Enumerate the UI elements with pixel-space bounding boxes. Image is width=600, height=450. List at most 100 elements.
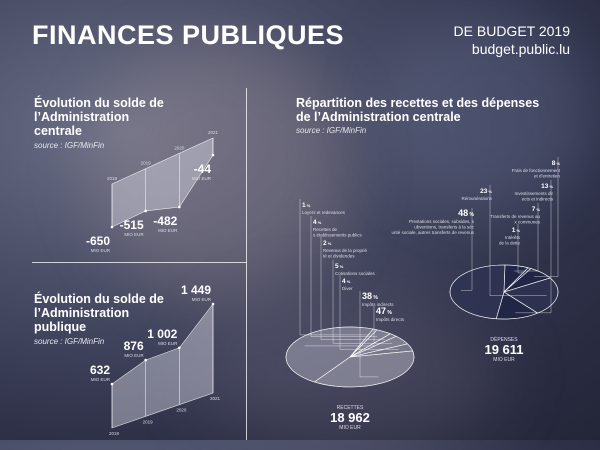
slice-label: ects et indirects [522, 197, 554, 202]
slice-value: 47 % [376, 306, 392, 316]
background-blur [90, 40, 350, 300]
slice-label: et d’entretien [534, 174, 561, 179]
background-blur [200, 300, 500, 450]
slice-label: té et dividendes [323, 254, 355, 259]
section2-source: source : IGF/MinFin [34, 337, 105, 346]
slice-value: 1 % [512, 227, 521, 234]
unit-label: MIO EUR [124, 232, 144, 237]
slice-label: Loyers et redevances [302, 210, 346, 215]
slice-value: 2 % [323, 240, 332, 247]
pie-unit: MIO EUR [339, 425, 361, 431]
slice-label: Impôts directs [376, 317, 405, 322]
data-point [110, 382, 114, 386]
unit-label: MIO EUR [91, 248, 111, 253]
slice-value: 5 % [335, 263, 344, 270]
slice-label: ubventions, transferts à la séc [414, 225, 475, 230]
pie-title: RECETTES [337, 405, 364, 411]
edition-info: DE BUDGET 2019 budget.public.lu [454, 22, 570, 58]
slice-value: 4 % [342, 278, 351, 285]
unit-label: MIO EUR [158, 341, 178, 346]
slice-value: 8 % [552, 160, 561, 167]
data-point [144, 209, 147, 213]
pie-slice [503, 267, 532, 293]
slice-label: de la dette [499, 241, 521, 246]
slice-value: 48 % [458, 208, 474, 218]
leader-line [489, 185, 547, 297]
slice-label: Revenus de la proprié [323, 248, 368, 253]
section2-title: Évolution du solde de l’Administration p… [34, 292, 164, 334]
data-label: -482 [153, 214, 177, 228]
year-label: 2021 [208, 130, 219, 135]
slice-value: 13 % [541, 183, 553, 190]
unit-label: MIO EUR [192, 176, 212, 181]
data-label: 1 002 [147, 327, 177, 341]
slice-label: Investissements dir [514, 191, 553, 196]
page-title: FINANCES PUBLIQUES [32, 20, 345, 50]
slice-label: Diver [342, 286, 353, 291]
leader-line [332, 260, 392, 344]
slice-value: 4 % [313, 219, 322, 226]
data-point [110, 225, 114, 229]
slice-label: Frais de fonctionnement [512, 168, 561, 173]
section3-source: source : IGF/MinFin [296, 126, 367, 135]
slice-value: 1 % [302, 202, 311, 209]
slice-label: x communes [514, 220, 540, 225]
slice-label: Impôts indirects [362, 302, 394, 307]
edition-label: DE BUDGET 2019 [453, 23, 570, 39]
leader-line [310, 216, 378, 337]
slice-value: 7 % [532, 206, 541, 213]
slice-label: Intérêts [505, 235, 521, 240]
data-label: -650 [86, 234, 110, 248]
unit-label: MIO EUR [91, 377, 111, 382]
year-label: 2018 [109, 431, 120, 436]
year-label: 2020 [174, 145, 185, 150]
data-label: 876 [124, 339, 144, 353]
year-label: 2021 [210, 396, 221, 401]
divider-vertical [246, 88, 247, 440]
leader-line [320, 237, 385, 340]
pie-total: 19 611 [484, 342, 523, 357]
pie-slice [313, 350, 415, 388]
unit-label: MIO EUR [124, 353, 144, 358]
pie-unit: MIO EUR [493, 357, 515, 363]
pie-total: 18 962 [330, 410, 370, 425]
leader-line [514, 203, 539, 272]
section3-title: Répartition des recettes et des dépenses… [296, 96, 540, 124]
leader-line [304, 306, 375, 347]
slice-label: s établissements publics [313, 233, 363, 238]
leader-line [299, 199, 371, 336]
slice-label: Recettes de [313, 227, 338, 232]
data-label: -44 [194, 162, 212, 176]
leader-line [359, 291, 379, 378]
year-label: 2019 [143, 419, 154, 424]
data-label: -515 [120, 218, 144, 232]
slice-value: 23 % [480, 188, 492, 195]
leader-line [339, 275, 399, 350]
data-point [178, 205, 181, 209]
leader-line [515, 180, 552, 314]
slice-label: Cotisations sociales [335, 271, 376, 276]
slice-label: Rémunérations [461, 196, 492, 201]
leader-line [460, 208, 473, 291]
year-label: 2020 [176, 408, 187, 413]
slice-label: Transferts de revenus au [490, 214, 540, 219]
data-point [211, 153, 215, 157]
slice-label: Prestations sociales, subsides, s [409, 219, 475, 224]
site-link[interactable]: budget.public.lu [471, 41, 570, 57]
pie-slice [449, 264, 506, 320]
year-label: 2019 [141, 161, 152, 166]
unit-label: MIO EUR [158, 228, 178, 233]
leader-line [534, 157, 559, 277]
leader-line [517, 224, 525, 274]
slice-value: 38 % [362, 291, 378, 301]
unit-label: MIO EUR [192, 297, 212, 302]
slice-label: urité sociale, autres transferts de reve… [391, 230, 474, 235]
data-point [211, 302, 215, 306]
pie-slice [285, 326, 374, 383]
pie-title: DÉPENSES [490, 336, 518, 343]
data-point [178, 346, 181, 350]
data-label: 1 449 [181, 283, 211, 297]
year-label: 2018 [107, 176, 118, 181]
